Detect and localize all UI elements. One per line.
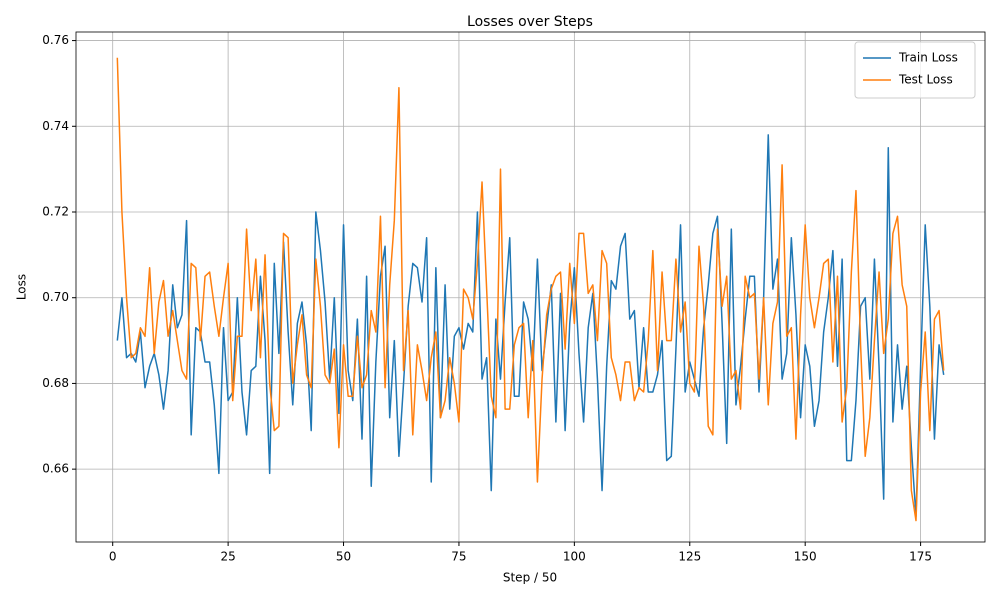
y-tick-label: 0.68	[42, 376, 69, 390]
chart-title: Losses over Steps	[467, 14, 593, 30]
y-tick-label: 0.66	[42, 462, 69, 476]
legend-label: Train Loss	[898, 51, 958, 65]
y-tick-label: 0.72	[42, 205, 69, 219]
x-tick-label: 175	[909, 550, 932, 564]
line-series	[116, 134, 945, 518]
y-axis-label: Loss	[15, 274, 29, 300]
x-tick-label: 100	[563, 550, 586, 564]
y-tick-label: 0.70	[42, 290, 69, 304]
x-tick-label: 150	[794, 550, 817, 564]
x-tick-label: 125	[678, 550, 701, 564]
x-axis-label: Step / 50	[503, 571, 557, 585]
line-series	[116, 57, 945, 522]
axes-frame	[75, 31, 986, 543]
y-tick-label: 0.74	[42, 119, 69, 133]
y-tick-label: 0.76	[42, 33, 69, 47]
x-tick-label: 75	[451, 550, 466, 564]
legend-box	[854, 41, 976, 99]
x-tick-label: 50	[336, 550, 351, 564]
x-tick-label: 0	[109, 550, 117, 564]
legend-label: Test Loss	[898, 73, 953, 87]
x-tick-label: 25	[220, 550, 235, 564]
